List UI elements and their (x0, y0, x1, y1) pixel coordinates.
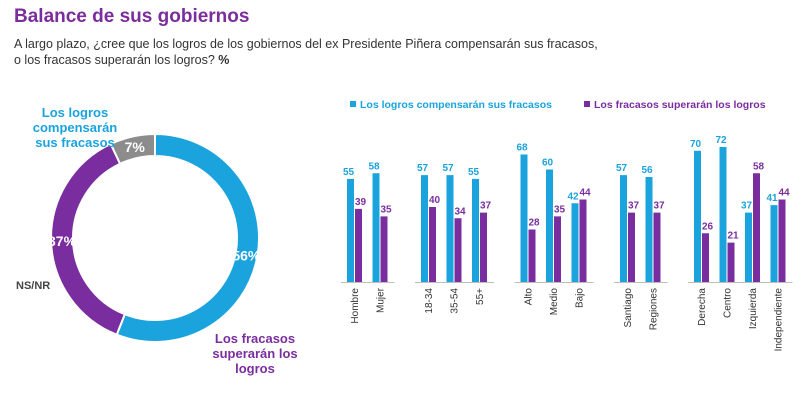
bar-logros-3 (446, 175, 454, 282)
bar-fracasos-6 (554, 216, 561, 282)
category-label-5: Alto (524, 288, 535, 306)
bar-fracasos-10 (702, 233, 709, 282)
bar-logros-12 (745, 212, 752, 282)
bar-logros-1 (372, 173, 380, 282)
subtitle-line-1: A largo plazo, ¿cree que los logros de l… (14, 37, 598, 51)
bar-fracasos-0 (355, 208, 362, 282)
value-label-fracasos-2: 40 (429, 195, 441, 206)
value-label-fracasos-6: 35 (554, 204, 566, 215)
callout-fracasos-line: superarán los (212, 346, 297, 361)
bar-logros-11 (719, 147, 727, 282)
category-label-3: 35-54 (450, 288, 461, 314)
value-label-logros-13: 41 (766, 193, 778, 204)
value-label-logros-7: 42 (567, 191, 579, 202)
callout-fracasos-line: Los fracasos (215, 331, 295, 346)
value-label-logros-4: 55 (468, 167, 480, 178)
bar-fracasos-8 (628, 212, 635, 282)
value-label-fracasos-5: 28 (528, 218, 540, 229)
bar-fracasos-9 (653, 212, 661, 282)
value-label-fracasos-9: 37 (653, 201, 665, 212)
value-label-fracasos-1: 35 (380, 204, 392, 215)
callout-fracasos-line: logros (235, 361, 275, 376)
bar-logros-4 (472, 178, 479, 282)
callout-nsnr: NS/NR (16, 280, 50, 292)
bar-logros-7 (571, 203, 579, 282)
bar-logros-8 (620, 175, 627, 282)
bar-logros-6 (546, 169, 553, 282)
category-label-8: Santiago (623, 288, 634, 328)
bar-fracasos-4 (480, 212, 487, 282)
value-label-logros-10: 70 (690, 139, 702, 150)
value-label-fracasos-8: 37 (628, 201, 640, 212)
bar-legend: Los logros compensarán sus fracasos Los f… (350, 99, 766, 111)
bar-logros-13 (770, 205, 778, 282)
value-label-fracasos-3: 34 (454, 206, 466, 217)
bar-fracasos-2 (429, 207, 436, 282)
slice-fracasos-value-label: 37% (48, 233, 77, 249)
value-label-logros-1: 58 (368, 161, 380, 172)
subtitle-line-2-text: o los fracasos superarán los logros? (14, 53, 215, 67)
bar-fracasos-11 (727, 242, 735, 282)
bar-chart: Los logros compensarán sus fracasos Los f… (341, 99, 793, 351)
category-label-0: Hombre (350, 288, 361, 324)
category-label-13: Independiente (774, 288, 785, 352)
legend-label-1: Los logros compensarán sus fracasos (360, 99, 552, 111)
category-label-11: Centro (723, 288, 734, 318)
value-label-fracasos-12: 58 (753, 161, 765, 172)
value-label-fracasos-13: 44 (778, 188, 790, 199)
callout-logros-line: sus fracasos (35, 135, 115, 150)
value-label-fracasos-7: 44 (579, 188, 591, 199)
donut-labels: 56% 37% 7% (48, 139, 261, 263)
subtitle-line-2: o los fracasos superarán los logros? % (14, 52, 714, 68)
category-label-10: Derecha (697, 288, 708, 326)
value-label-fracasos-4: 37 (480, 201, 492, 212)
bar-logros-0 (347, 178, 354, 282)
callout-logros-line: Los logros (42, 105, 108, 120)
callout-logros-line: compensarán (33, 120, 118, 135)
value-label-logros-12: 37 (741, 201, 753, 212)
subtitle-unit: % (218, 53, 230, 67)
bar-plot: 55 39 Hombre 58 35 Mujer 57 40 18-34 57 34 35-54 55 3… (341, 135, 793, 351)
value-label-logros-8: 57 (616, 163, 628, 174)
category-label-12: Izquierda (748, 288, 759, 330)
bar-logros-2 (421, 175, 428, 282)
value-label-logros-5: 68 (516, 143, 528, 154)
bar-logros-5 (520, 154, 528, 282)
chart-subtitle: A largo plazo, ¿cree que los logros de l… (14, 36, 714, 68)
value-label-logros-11: 72 (715, 135, 727, 146)
category-label-4: 55+ (475, 288, 486, 305)
value-label-fracasos-0: 39 (355, 197, 367, 208)
bar-fracasos-3 (454, 218, 462, 282)
value-label-fracasos-10: 26 (702, 221, 714, 232)
chart-title: Balance de sus gobiernos (14, 6, 250, 27)
legend-swatch-2 (584, 101, 590, 107)
slice-logros (115, 132, 260, 343)
value-label-logros-6: 60 (542, 158, 554, 169)
bar-fracasos-12 (753, 173, 760, 282)
slice-nsnr-value-label: 7% (125, 139, 146, 155)
category-label-1: Mujer (376, 287, 387, 313)
category-label-2: 18-34 (424, 288, 435, 314)
value-label-logros-0: 55 (343, 167, 355, 178)
value-label-logros-2: 57 (417, 163, 429, 174)
bar-fracasos-13 (778, 199, 786, 282)
value-label-fracasos-11: 21 (727, 231, 739, 242)
slice-nsnr (109, 132, 156, 166)
legend-swatch-1 (350, 101, 356, 107)
category-label-6: Medio (549, 288, 560, 316)
slice-logros-value-label: 56% (232, 247, 261, 263)
value-label-logros-3: 57 (442, 163, 454, 174)
bar-logros-9 (645, 177, 653, 282)
value-label-logros-9: 56 (641, 165, 653, 176)
category-label-9: Regiones (649, 288, 660, 330)
legend-label-2: Los fracasos superarán los logros (594, 99, 766, 111)
bar-fracasos-5 (528, 229, 536, 282)
donut-slices (50, 132, 260, 343)
bar-fracasos-1 (380, 216, 388, 282)
bar-fracasos-7 (579, 199, 587, 282)
bar-logros-10 (694, 150, 701, 282)
category-label-7: Bajo (575, 288, 586, 308)
